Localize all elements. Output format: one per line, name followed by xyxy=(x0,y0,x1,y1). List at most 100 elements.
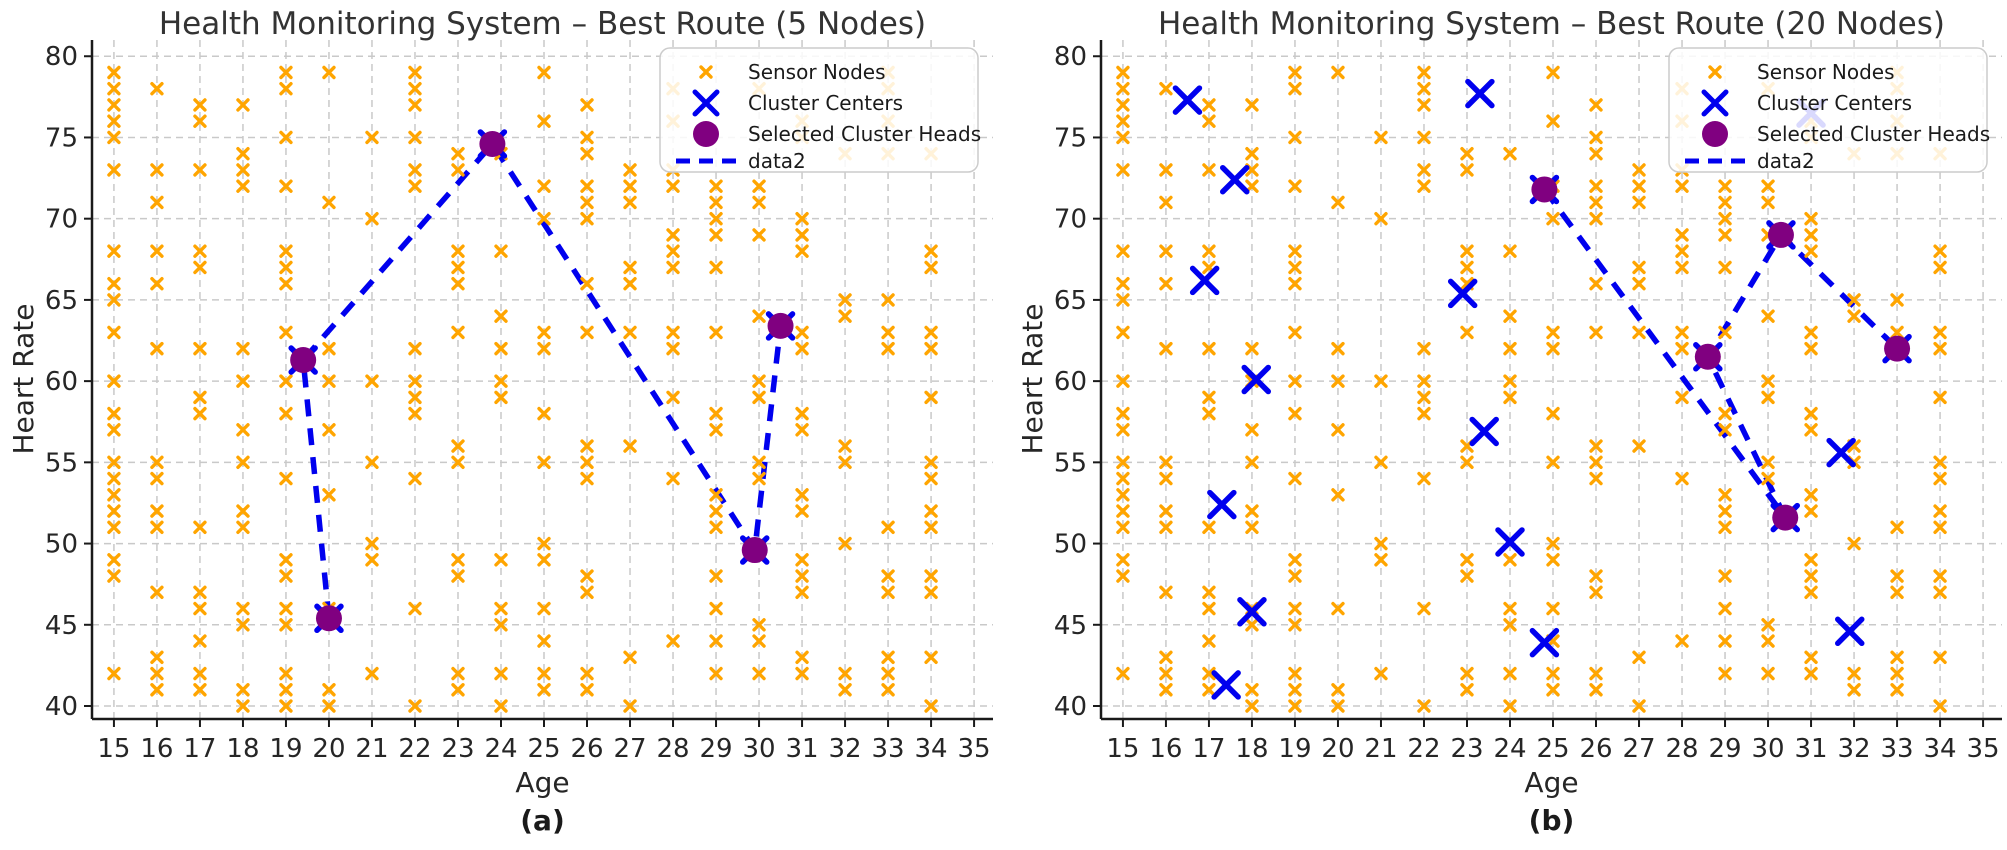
sensor-node-marker xyxy=(279,406,293,421)
sensor-node-marker xyxy=(1933,585,1947,599)
sensor-node-marker xyxy=(1374,536,1388,551)
sensor-node-marker xyxy=(279,374,293,388)
sensor-node-marker xyxy=(1804,504,1818,518)
sensor-node-marker xyxy=(623,195,637,210)
x-tick-label: 18 xyxy=(1235,734,1268,764)
x-tick-label: 19 xyxy=(1278,734,1311,764)
sensor-node-marker xyxy=(1546,325,1560,340)
sensor-node-marker xyxy=(150,683,164,697)
sensor-node-marker xyxy=(451,260,465,275)
sensor-node-marker xyxy=(537,179,551,193)
sensor-node-marker xyxy=(924,520,938,535)
series-cluster-heads xyxy=(1531,176,1911,531)
panel-b-xlabel: Age xyxy=(1524,766,1579,799)
sensor-node-marker xyxy=(1632,195,1646,210)
sensor-node-marker xyxy=(1933,455,1947,470)
sensor-node-marker xyxy=(623,163,637,177)
cluster-head-marker xyxy=(1767,221,1794,248)
sensor-node-marker xyxy=(150,471,164,486)
sensor-node-marker xyxy=(1761,195,1775,210)
sensor-node-marker xyxy=(580,179,594,193)
sensor-node-marker xyxy=(1933,341,1947,356)
sensor-node-marker xyxy=(1933,650,1947,664)
sensor-node-marker xyxy=(537,601,551,616)
x-tick-label: 34 xyxy=(1924,734,1957,764)
sensor-node-marker xyxy=(408,390,422,405)
cluster-center-marker xyxy=(1835,616,1865,647)
sensor-node-marker xyxy=(1804,211,1818,226)
sensor-node-marker xyxy=(1288,666,1302,681)
cluster-center-marker xyxy=(1220,164,1250,195)
sensor-node-marker xyxy=(623,260,637,275)
sensor-node-marker xyxy=(1589,666,1603,681)
sensor-node-marker xyxy=(1116,569,1130,583)
sensor-node-marker xyxy=(451,569,465,583)
sensor-node-marker xyxy=(1589,683,1603,697)
sensor-node-marker xyxy=(795,423,809,437)
sensor-node-marker xyxy=(1589,455,1603,470)
sensor-node-marker xyxy=(623,650,637,664)
sensor-node-marker xyxy=(1159,683,1173,697)
sensor-node-marker xyxy=(1675,228,1689,242)
sensor-node-marker xyxy=(838,666,852,681)
sensor-node-marker xyxy=(365,374,379,388)
sensor-node-marker xyxy=(709,601,723,616)
sensor-node-marker xyxy=(1460,244,1474,258)
sensor-node-marker xyxy=(1847,309,1861,323)
sensor-node-marker xyxy=(1245,455,1259,470)
sensor-node-marker xyxy=(1503,309,1517,323)
cluster-head-marker xyxy=(1531,176,1558,203)
sensor-node-marker xyxy=(881,520,895,535)
sensor-node-marker xyxy=(838,536,852,551)
sensor-node-marker xyxy=(623,179,637,193)
sensor-node-marker xyxy=(1159,520,1173,535)
sensor-node-marker xyxy=(795,553,809,567)
sensor-node-marker xyxy=(1675,179,1689,193)
sensor-node-marker xyxy=(494,341,508,356)
sensor-node-marker xyxy=(1890,683,1904,697)
sensor-node-marker xyxy=(1374,455,1388,470)
sensor-node-marker xyxy=(1202,520,1216,535)
sensor-node-marker xyxy=(1761,390,1775,405)
sensor-node-marker xyxy=(1159,471,1173,486)
sensor-node-marker xyxy=(236,683,250,697)
sensor-node-marker xyxy=(408,98,422,112)
sensor-node-marker xyxy=(451,325,465,340)
sensor-node-marker xyxy=(1331,601,1345,616)
sensor-node-marker xyxy=(1890,520,1904,535)
sensor-node-marker xyxy=(1460,147,1474,161)
sensor-node-marker xyxy=(1718,195,1732,210)
sensor-node-marker xyxy=(1675,390,1689,405)
cluster-head-marker xyxy=(741,537,768,564)
x-tick-label: 31 xyxy=(786,734,819,764)
sensor-node-marker xyxy=(881,666,895,681)
sensor-node-marker xyxy=(1245,699,1259,713)
sensor-node-marker xyxy=(1847,666,1861,681)
sensor-node-marker xyxy=(537,65,551,80)
sensor-node-marker xyxy=(107,163,121,177)
cluster-center-marker xyxy=(1447,278,1478,309)
x-tick-label: 34 xyxy=(915,734,948,764)
sensor-node-marker xyxy=(1159,455,1173,470)
sensor-node-marker xyxy=(1202,666,1216,681)
x-tick-label: 33 xyxy=(1881,734,1914,764)
sensor-node-marker xyxy=(1718,179,1732,193)
sensor-node-marker xyxy=(752,195,766,210)
legend-sensor-marker xyxy=(699,65,713,79)
sensor-node-marker xyxy=(1546,601,1560,616)
sensor-node-marker xyxy=(1933,244,1947,258)
sensor-node-marker xyxy=(1718,260,1732,275)
sensor-node-marker xyxy=(107,98,121,112)
sensor-node-marker xyxy=(881,650,895,664)
sensor-node-marker xyxy=(365,130,379,145)
y-tick-label: 65 xyxy=(1054,286,1087,316)
sensor-node-marker xyxy=(1417,341,1431,356)
sensor-node-marker xyxy=(537,211,551,226)
sensor-node-marker xyxy=(1632,325,1646,340)
sensor-node-marker xyxy=(623,439,637,453)
sensor-node-marker xyxy=(1245,504,1259,518)
sensor-node-marker xyxy=(1933,390,1947,405)
sensor-node-marker xyxy=(795,585,809,599)
y-tick-label: 45 xyxy=(1054,611,1087,641)
sensor-node-marker xyxy=(1632,179,1646,193)
